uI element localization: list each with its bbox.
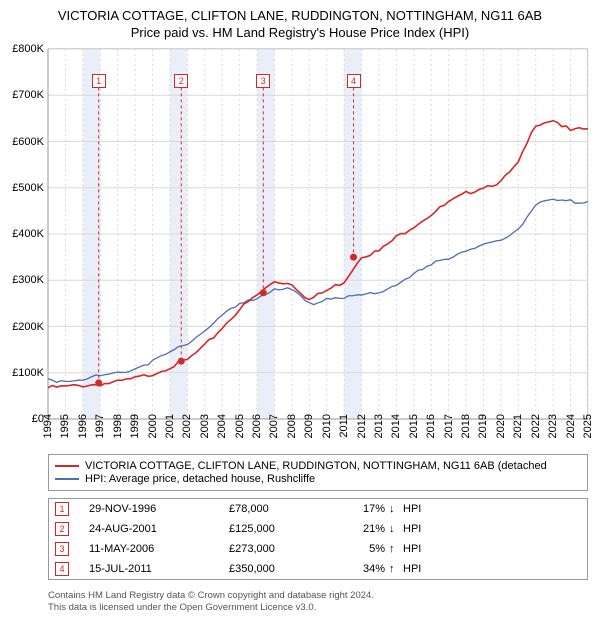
xtick-label: 1994	[42, 414, 54, 438]
sales-table: 129-NOV-1996£78,00017%↓HPI224-AUG-2001£1…	[48, 498, 588, 580]
xtick-label: 2021	[512, 414, 524, 438]
sale-price: £273,000	[229, 543, 339, 555]
sale-date: 29-NOV-1996	[89, 503, 229, 515]
sales-row: 2 24-AUG-2001£125,00021%↓HPI	[49, 519, 587, 539]
sale-vs-hpi: HPI	[403, 563, 433, 575]
xtick-label: 2014	[390, 414, 402, 438]
xtick-label: 2016	[425, 414, 437, 438]
sale-marker-box: 2	[174, 74, 188, 88]
xtick-label: 2006	[251, 414, 263, 438]
sale-row-marker: 3	[55, 542, 69, 556]
xtick-label: 2007	[268, 414, 280, 438]
sales-row: 4 15-JUL-2011£350,00034%↑HPI	[49, 559, 587, 579]
sale-price: £350,000	[229, 563, 339, 575]
ytick-label: £600K	[0, 136, 44, 148]
xtick-label: 2009	[303, 414, 315, 438]
sale-row-marker: 4	[55, 562, 69, 576]
ytick-label: £800K	[0, 43, 44, 55]
footer-line1: Contains HM Land Registry data © Crown c…	[48, 590, 588, 602]
xtick-label: 2015	[408, 414, 420, 438]
sale-vs-hpi: HPI	[403, 543, 433, 555]
sales-row: 3 11-MAY-2006£273,0005%↑HPI	[49, 539, 587, 559]
ytick-label: £0	[0, 413, 44, 425]
chart-area: £0£100K£200K£300K£400K£500K£600K£700K£80…	[48, 48, 588, 418]
xtick-label: 2010	[321, 414, 333, 438]
legend: VICTORIA COTTAGE, CLIFTON LANE, RUDDINGT…	[48, 454, 588, 491]
title-block: VICTORIA COTTAGE, CLIFTON LANE, RUDDINGT…	[0, 0, 600, 40]
plot-svg	[48, 49, 588, 419]
ytick-label: £400K	[0, 228, 44, 240]
sale-vs-hpi: HPI	[403, 503, 433, 515]
legend-label: VICTORIA COTTAGE, CLIFTON LANE, RUDDINGT…	[85, 460, 547, 472]
xtick-label: 2024	[565, 414, 577, 438]
legend-swatch	[55, 478, 79, 480]
sale-pct: 5%	[339, 543, 389, 555]
legend-swatch	[55, 465, 79, 467]
ytick-label: £100K	[0, 367, 44, 379]
xtick-label: 2011	[338, 414, 350, 438]
xtick-label: 2020	[495, 414, 507, 438]
xtick-label: 2003	[199, 414, 211, 438]
chart-container: VICTORIA COTTAGE, CLIFTON LANE, RUDDINGT…	[0, 0, 600, 620]
xtick-label: 1996	[77, 414, 89, 438]
legend-row: HPI: Average price, detached house, Rush…	[55, 473, 581, 485]
sale-date: 24-AUG-2001	[89, 523, 229, 535]
legend-label: HPI: Average price, detached house, Rush…	[85, 473, 315, 485]
sale-price: £125,000	[229, 523, 339, 535]
title-line2: Price paid vs. HM Land Registry's House …	[0, 25, 600, 40]
xtick-label: 2005	[234, 414, 246, 438]
sale-row-marker: 1	[55, 502, 69, 516]
xtick-label: 2004	[216, 414, 228, 438]
xtick-label: 1998	[112, 414, 124, 438]
sale-price: £78,000	[229, 503, 339, 515]
xtick-label: 2001	[164, 414, 176, 438]
sale-pct: 21%	[339, 523, 389, 535]
xtick-label: 2025	[582, 414, 594, 438]
arrow-icon: ↑	[389, 563, 403, 575]
ytick-label: £700K	[0, 89, 44, 101]
xtick-label: 2022	[530, 414, 542, 438]
ytick-label: £200K	[0, 321, 44, 333]
sales-row: 1 29-NOV-1996£78,00017%↓HPI	[49, 499, 587, 519]
arrow-icon: ↑	[389, 543, 403, 555]
xtick-label: 2018	[460, 414, 472, 438]
ytick-label: £500K	[0, 182, 44, 194]
footer-line2: This data is licensed under the Open Gov…	[48, 602, 588, 614]
sale-date: 11-MAY-2006	[89, 543, 229, 555]
sale-pct: 34%	[339, 563, 389, 575]
xtick-label: 1997	[94, 414, 106, 438]
xtick-label: 2013	[373, 414, 385, 438]
legend-row: VICTORIA COTTAGE, CLIFTON LANE, RUDDINGT…	[55, 460, 581, 472]
xtick-label: 1999	[129, 414, 141, 438]
sale-vs-hpi: HPI	[403, 523, 433, 535]
xtick-label: 2002	[181, 414, 193, 438]
sale-marker-box: 4	[347, 74, 361, 88]
xtick-label: 2000	[147, 414, 159, 438]
xtick-label: 2008	[286, 414, 298, 438]
sale-date: 15-JUL-2011	[89, 563, 229, 575]
xtick-label: 1995	[59, 414, 71, 438]
xtick-label: 2023	[547, 414, 559, 438]
xtick-label: 2012	[356, 414, 368, 438]
xtick-label: 2017	[443, 414, 455, 438]
sale-marker-box: 3	[256, 74, 270, 88]
arrow-icon: ↓	[389, 503, 403, 515]
sale-marker-box: 1	[92, 74, 106, 88]
arrow-icon: ↓	[389, 523, 403, 535]
title-line1: VICTORIA COTTAGE, CLIFTON LANE, RUDDINGT…	[0, 8, 600, 23]
sale-row-marker: 2	[55, 522, 69, 536]
xtick-label: 2019	[477, 414, 489, 438]
footer: Contains HM Land Registry data © Crown c…	[48, 590, 588, 614]
ytick-label: £300K	[0, 274, 44, 286]
sale-pct: 17%	[339, 503, 389, 515]
